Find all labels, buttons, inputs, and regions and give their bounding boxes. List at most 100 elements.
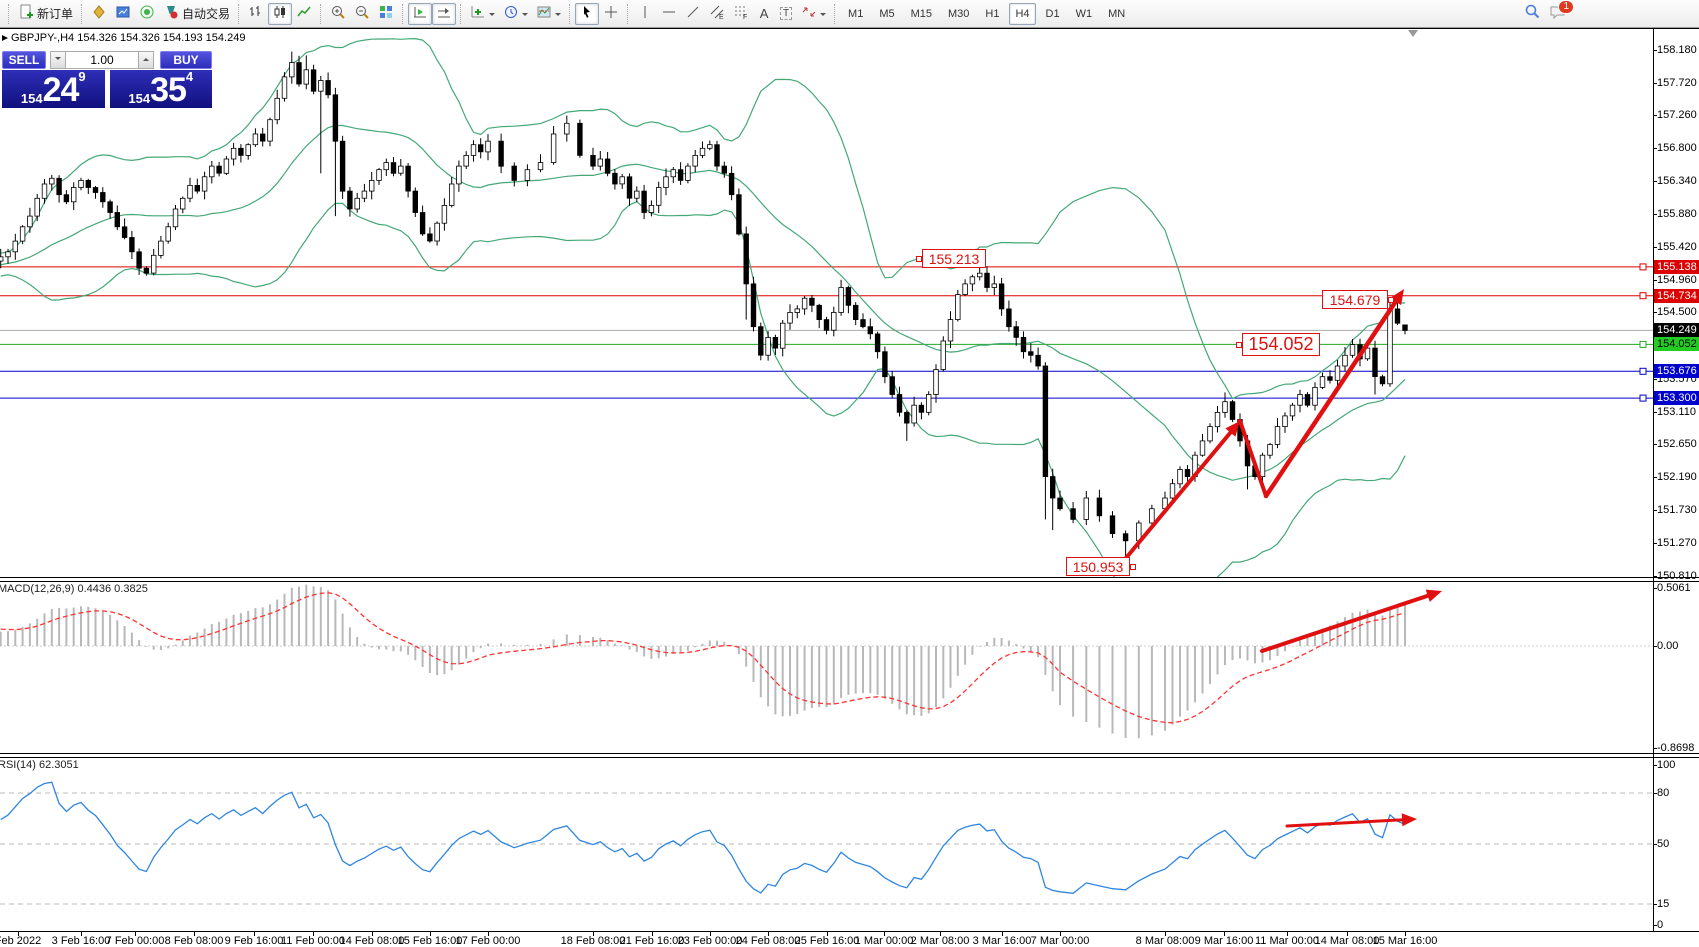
trendline-tool-button[interactable] [681,3,705,25]
template-icon [536,4,552,23]
time-tick-mark [313,932,314,936]
search-button[interactable] [1520,2,1545,24]
cursor-tool-button[interactable] [575,2,600,25]
chat-button[interactable]: 1 [1545,0,1574,24]
auto-scroll-button[interactable] [432,2,457,25]
price-tick-mark [1653,543,1657,544]
timeframe-m15[interactable]: M15 [910,7,932,20]
zoom-in-icon [330,4,346,23]
sell-price[interactable]: 154 24 9 [2,70,105,108]
styler-button[interactable] [87,3,111,25]
price-tick-mark [1653,214,1657,215]
price-tick-mark [1653,181,1657,182]
time-tick-label: 9 Mar 16:00 [1194,935,1254,947]
macd-indicator-chart[interactable] [0,582,1653,753]
candlestick-chart-button[interactable] [268,2,293,25]
time-tick-label: 8 Mar 08:00 [1135,935,1195,947]
toolbar: 新订单 自动交易 [0,0,1699,28]
time-tick-mark [18,932,19,936]
tile-windows-button[interactable] [374,3,398,25]
bar-chart-button[interactable] [244,3,268,25]
rsi-indicator-chart[interactable] [0,758,1653,931]
periods-button[interactable] [499,3,532,25]
timeframe-h4[interactable]: H4 [1009,2,1036,25]
time-tick-mark [194,932,195,936]
timeframe-h1[interactable]: H1 [985,7,1000,20]
horizontal-line-tool-button[interactable] [657,3,681,25]
signals-button[interactable] [135,3,159,25]
market-watch-button[interactable] [111,3,135,25]
timeframe-mn[interactable]: MN [1108,7,1126,20]
volume-input[interactable] [66,51,138,69]
time-tick-label: 17 Feb 00:00 [455,935,521,947]
price-tick-mark [1653,444,1657,445]
indicator-axis-label: 100 [1657,759,1676,771]
price-tick-mark [1653,312,1657,313]
timeframe-m5[interactable]: M5 [879,7,895,20]
time-tick-label: 2 Mar 08:00 [910,935,970,947]
zoom-in-button[interactable] [326,3,350,25]
bollinger-middle [0,124,1406,481]
channel-tool-button[interactable]: E [705,3,729,25]
sell-button[interactable]: SELL [2,51,46,69]
buy-button[interactable]: BUY [160,51,212,69]
indicator-tick-mark [1653,748,1657,749]
panel-divider[interactable] [0,757,1699,758]
price-level-label[interactable]: 150.953 [1066,557,1130,576]
arrows-tool-button[interactable] [797,3,830,25]
trend-arrows[interactable] [1260,589,1442,653]
vertical-line-tool-button[interactable] [633,3,657,25]
time-tick-mark [710,932,711,936]
timeframe-m1[interactable]: M1 [848,7,864,20]
price-level-label[interactable]: 154.052 [1242,333,1320,356]
buy-price[interactable]: 154 35 4 [109,70,212,108]
fibonacci-tool-button[interactable]: F [729,3,753,25]
trend-arrows[interactable] [1285,813,1417,828]
trend-arrows[interactable] [1124,289,1404,560]
chart-border [0,28,1699,29]
price-tick-mark [1653,115,1657,116]
price-level-label[interactable]: 155.213 [922,249,986,268]
notification-badge: 1 [1558,0,1574,14]
panel-divider[interactable] [0,577,1699,578]
price-tick-label: 154.960 [1657,274,1697,286]
buy-price-prefix: 154 [128,91,151,106]
new-order-icon [18,4,34,23]
toolbar-grip [834,3,836,24]
panel-divider[interactable] [0,581,1699,582]
templates-button[interactable] [532,3,565,25]
chart-shift-button[interactable] [408,2,433,25]
crosshair-tool-button[interactable] [599,3,623,25]
price-level-label[interactable]: 154.679 [1322,290,1388,309]
time-tick-mark [488,932,489,936]
new-order-button[interactable]: 新订单 [14,3,77,25]
price-tick-label: 151.730 [1657,504,1697,516]
text-tool-button[interactable]: A [753,3,775,25]
candlestick-chart[interactable] [0,29,1653,577]
timeframe-m30[interactable]: M30 [948,7,970,20]
volume-increase-button[interactable] [138,51,154,69]
cursor-icon [579,4,595,23]
panel-divider[interactable] [0,753,1699,754]
indicator-axis-label: -0.8698 [1657,742,1695,754]
price-tick-mark [1653,576,1657,577]
toolbar-grip [627,3,629,24]
time-tick-label: 11 Feb 00:00 [280,935,345,947]
timeframe-d1[interactable]: D1 [1045,7,1060,20]
indicators-button[interactable] [466,3,499,25]
zoom-out-button[interactable] [350,3,374,25]
price-badge: 154.052 [1654,337,1699,351]
volume-decrease-button[interactable] [50,51,66,69]
price-tick-mark [1653,148,1657,149]
time-tick-label: 25 Feb 16:00 [794,935,860,947]
time-tick-label: 21 Feb 16:00 [619,935,685,947]
indicators-icon [470,4,486,23]
line-chart-button[interactable] [292,3,316,25]
svg-text:F: F [743,14,747,20]
label-tool-button[interactable]: T [775,3,797,25]
timeframe-w1[interactable]: W1 [1075,7,1093,20]
chevron-down-icon [522,12,529,19]
clock-icon [503,4,519,23]
price-tick-label: 158.180 [1657,44,1697,56]
auto-trading-button[interactable]: 自动交易 [159,3,234,25]
